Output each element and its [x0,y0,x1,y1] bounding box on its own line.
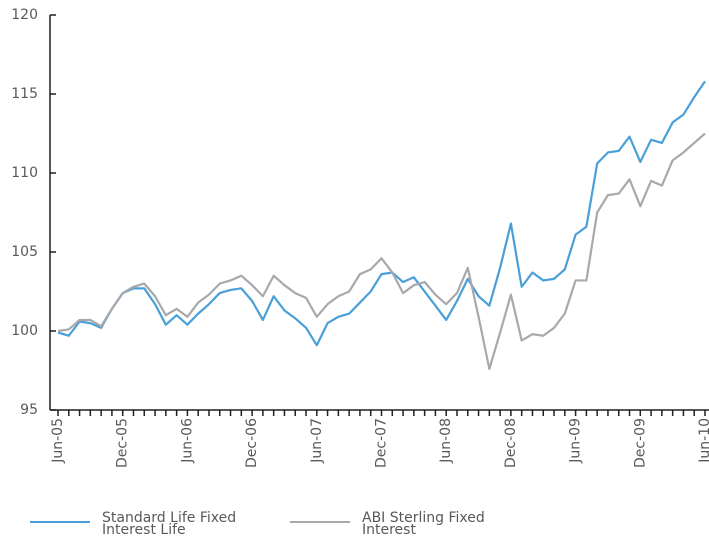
x-tick-label: Jun-09 [568,418,584,464]
y-tick-label: 110 [11,165,38,181]
y-tick-label: 95 [20,402,38,418]
x-tick-label: Jun-07 [309,418,325,464]
x-tick-label: Dec-09 [632,418,648,468]
y-tick-label: 105 [11,244,38,260]
x-tick-label: Dec-05 [115,418,131,468]
y-tick-label: 115 [11,86,38,102]
legend-swatch [30,521,90,523]
series-line [57,80,706,347]
y-tick-label: 100 [11,323,38,339]
y-tick-label: 120 [11,7,38,23]
x-tick-label: Dec-06 [244,418,260,468]
x-tick-label: Jun-10 [697,418,709,464]
x-tick-label: Dec-07 [374,418,390,468]
x-tick-label: Jun-05 [50,418,66,464]
x-tick-label: Dec-08 [503,418,519,468]
x-tick-label: Jun-08 [438,418,454,464]
series-line [57,132,706,371]
legend-label: Standard Life Fixed Interest Life [102,510,237,538]
legend-label: ABI Sterling Fixed Interest [362,510,485,538]
legend-item: Standard Life Fixed Interest Life [30,510,252,538]
legend-swatch [290,521,350,523]
legend-item: ABI Sterling Fixed Interest [290,510,512,538]
x-tick-label: Jun-06 [179,418,195,464]
chart: 95 100 105 110 115 120 Jun-05 Dec-05 Jun-06 Dec-0… [11,7,709,468]
